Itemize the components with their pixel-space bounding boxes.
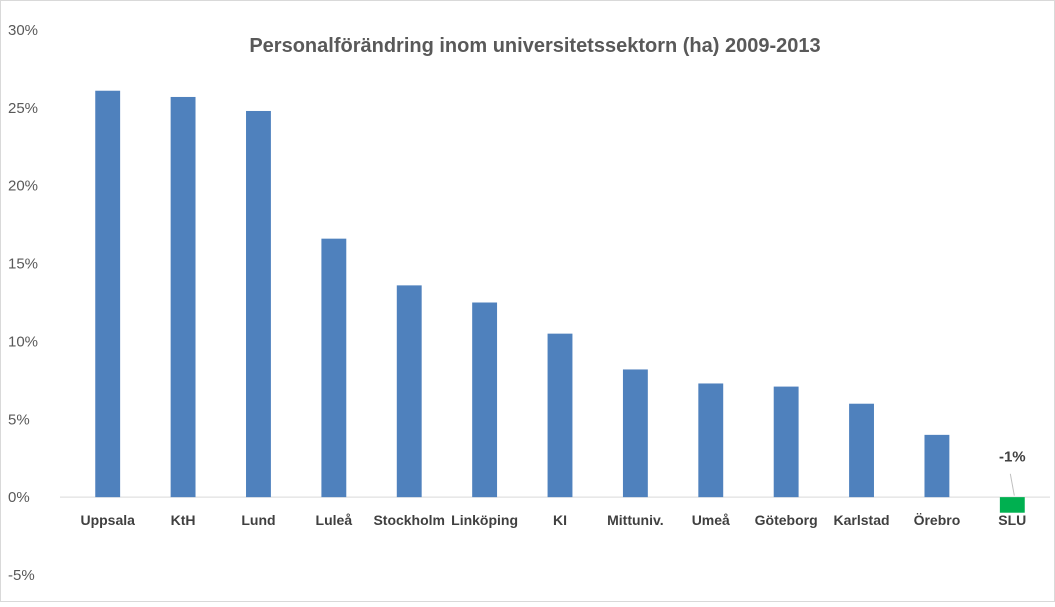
y-tick-label: 5% xyxy=(8,411,30,428)
y-tick-label: 15% xyxy=(8,256,38,273)
x-tick-label: SLU xyxy=(998,512,1026,528)
bar-lund xyxy=(246,110,271,498)
y-tick-label: 30% xyxy=(8,22,38,39)
x-tick-label: KI xyxy=(553,512,567,528)
bar-göteborg xyxy=(773,386,799,498)
bar-mittuniv- xyxy=(622,369,648,498)
x-tick-label: KtH xyxy=(171,512,196,528)
bar-kth xyxy=(170,96,196,498)
y-tick-label: 20% xyxy=(8,178,38,195)
data-label-leader-line xyxy=(1009,473,1015,496)
bar-umeå xyxy=(698,383,724,498)
bar-linköping xyxy=(472,302,498,498)
bar-örebro xyxy=(924,434,950,498)
bar-ki xyxy=(547,333,573,498)
chart-title: Personalförändring inom universitetssekt… xyxy=(249,35,820,57)
x-axis-labels: Uppsala KtH Lund Luleå Stockholm Linköping KI M… xyxy=(80,512,1026,528)
x-tick-label: Uppsala xyxy=(80,512,135,528)
y-tick-label: 0% xyxy=(8,489,30,506)
x-tick-label: Luleå xyxy=(316,512,353,528)
x-tick-label: Stockholm xyxy=(373,512,445,528)
bar-luleå xyxy=(321,238,347,498)
data-label: -1% xyxy=(999,448,1026,465)
y-tick-label: -5% xyxy=(8,567,35,584)
x-tick-label: Umeå xyxy=(692,512,730,528)
x-tick-label: Lund xyxy=(241,512,275,528)
x-tick-label: Göteborg xyxy=(755,512,818,528)
data-labels: -1% xyxy=(999,448,1026,496)
bar-karlstad xyxy=(849,403,874,498)
y-axis-labels: 30% 25% 20% 15% 10% 5% 0% -5% xyxy=(8,22,38,584)
x-tick-label: Linköping xyxy=(451,512,518,528)
y-tick-label: 10% xyxy=(8,333,38,350)
bars xyxy=(95,90,1025,513)
x-tick-label: Karlstad xyxy=(834,512,890,528)
x-tick-label: Örebro xyxy=(914,512,961,528)
y-tick-label: 25% xyxy=(8,100,38,117)
bar-slu xyxy=(999,497,1025,513)
x-tick-label: Mittuniv. xyxy=(607,512,664,528)
bar-uppsala xyxy=(95,90,121,498)
bar-stockholm xyxy=(396,285,422,498)
